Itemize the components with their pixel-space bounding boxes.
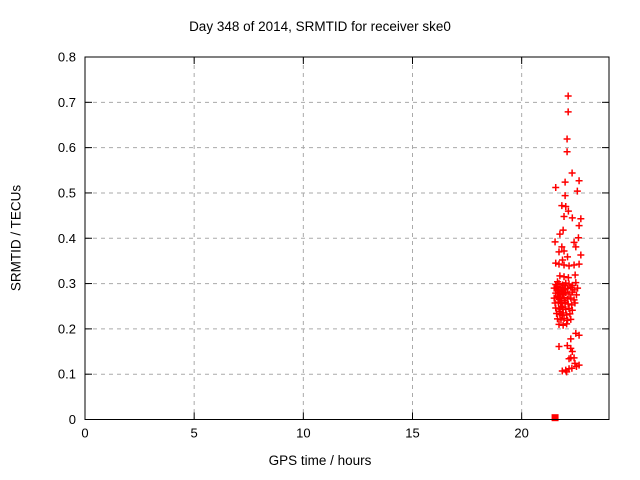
data-point-plus [559, 321, 567, 329]
data-point-plus [564, 300, 572, 308]
data-point-plus [564, 274, 572, 282]
data-point-plus [570, 296, 578, 304]
y-tick-label: 0.5 [58, 185, 76, 200]
data-point-plus [575, 177, 583, 185]
y-tick-label: 0 [69, 412, 76, 427]
data-point-plus [558, 202, 566, 210]
data-point-plus [560, 247, 568, 255]
y-tick-label: 0.7 [58, 95, 76, 110]
y-tick-label: 0.1 [58, 367, 76, 382]
data-point-plus [562, 203, 570, 211]
data-point-plus [550, 294, 558, 302]
data-point-plus [557, 299, 565, 307]
data-point-plus [568, 288, 576, 296]
data-point-plus [553, 315, 561, 323]
x-axis-label: GPS time / hours [268, 453, 372, 468]
data-point-plus [560, 273, 568, 281]
data-point-plus [553, 283, 561, 291]
data-point-plus [572, 279, 580, 287]
data-point-plus [555, 320, 563, 328]
data-point-plus [560, 213, 568, 220]
data-point-plus [568, 306, 576, 314]
y-tick-label: 0.2 [58, 321, 76, 336]
data-point-plus [556, 272, 564, 280]
data-point-plus [555, 343, 563, 351]
data-point-plus [561, 192, 569, 200]
data-point-square [551, 414, 559, 422]
data-point-plus [571, 299, 579, 307]
data-point-plus [577, 251, 585, 259]
data-point-plus [571, 271, 579, 279]
data-point-plus [567, 354, 575, 362]
chart-title: Day 348 of 2014, SRMTID for receiver ske… [189, 19, 451, 34]
y-tick-label: 0.4 [58, 231, 76, 246]
data-point-plus [564, 316, 572, 324]
data-point-plus [567, 344, 575, 352]
data-point-plus [558, 367, 566, 375]
y-tick-label: 0.3 [58, 276, 76, 291]
data-point-plus [575, 222, 583, 230]
data-point-plus [558, 256, 566, 264]
data-point-plus [556, 308, 564, 316]
data-point-plus [575, 260, 583, 268]
data-point-plus [558, 311, 566, 319]
data-point-plus [571, 359, 579, 367]
data-point-plus [574, 284, 582, 292]
data-point-plus [560, 261, 568, 269]
data-point-plus [555, 260, 563, 268]
data-point-plus [557, 302, 565, 310]
data-point-plus [566, 310, 574, 318]
x-tick-label: 5 [191, 426, 198, 441]
data-point-plus [552, 184, 560, 191]
data-point-plus [572, 291, 580, 299]
data-point-plus [554, 292, 562, 300]
data-point-plus [559, 226, 567, 234]
data-point-plus [564, 207, 572, 215]
data-point-plus [572, 243, 580, 251]
data-point-plus [568, 348, 576, 356]
data-point-plus [573, 187, 581, 195]
data-point-plus [558, 243, 566, 251]
data-point-plus [565, 262, 573, 270]
data-point-plus [575, 331, 583, 339]
plot-border [84, 56, 610, 420]
data-point-plus [574, 234, 582, 242]
data-point-plus [570, 238, 578, 246]
data-point-plus [555, 248, 563, 256]
data-point-plus [567, 335, 575, 343]
data-point-plus [552, 304, 560, 312]
data-point-plus [560, 297, 568, 305]
x-tick-label: 20 [514, 426, 528, 441]
data-point-plus [561, 178, 569, 186]
data-point-plus [575, 361, 583, 369]
data-point-plus [555, 295, 563, 303]
data-point-plus [564, 253, 572, 261]
y-tick-label: 0.8 [58, 50, 76, 65]
data-point-plus [561, 285, 569, 293]
data-point-plus [564, 92, 572, 100]
data-point-plus [568, 214, 576, 222]
data-point-plus [560, 281, 568, 289]
data-point-plus [567, 315, 575, 323]
data-point-plus [568, 364, 576, 372]
data-point-plus [563, 135, 571, 143]
data-point-plus [559, 290, 567, 298]
y-tick-label: 0.6 [58, 140, 76, 155]
data-point-plus [563, 368, 571, 376]
data-point-plus [551, 238, 559, 246]
data-point-plus [577, 215, 585, 223]
data-point-plus [556, 230, 564, 238]
data-point-plus [570, 261, 578, 269]
x-tick-label: 0 [81, 426, 88, 441]
x-tick-label: 10 [296, 426, 310, 441]
data-point-plus [564, 108, 572, 116]
data-point-plus [552, 259, 560, 267]
x-tick-label: 15 [405, 426, 419, 441]
data-point-plus [563, 148, 571, 156]
data-point-plus [568, 169, 576, 177]
data-point-plus [563, 320, 571, 328]
